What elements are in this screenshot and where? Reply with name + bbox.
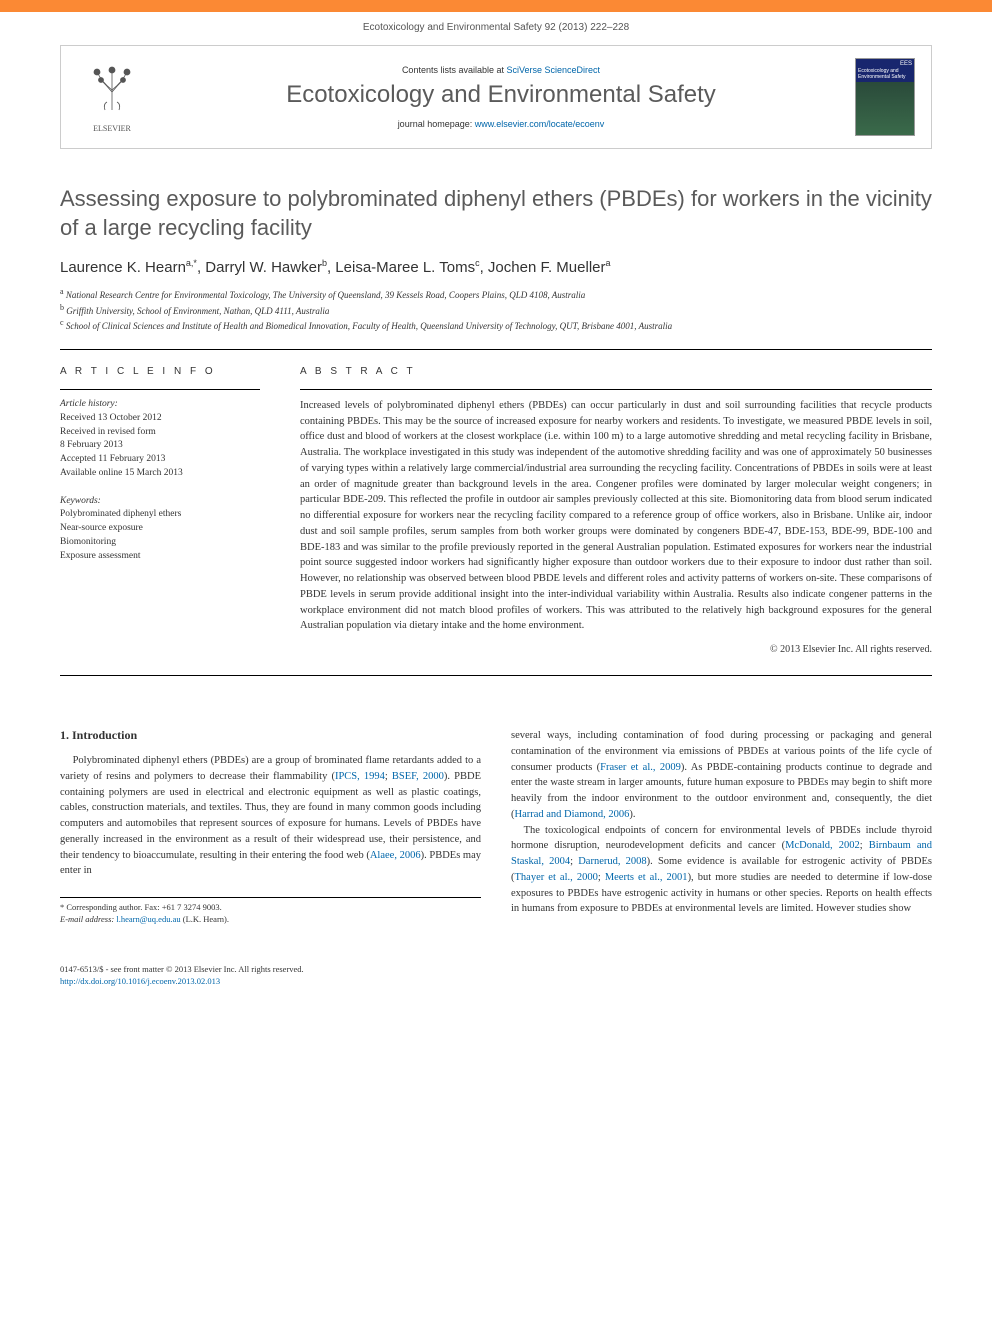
separator [60, 349, 932, 350]
copyright-line: © 2013 Elsevier Inc. All rights reserved… [300, 644, 932, 655]
section-title: Introduction [72, 728, 137, 742]
body-separator [60, 675, 932, 676]
intro-paragraph-right-1: several ways, including contamination of… [511, 728, 932, 823]
doi-block: 0147-6513/$ - see front matter © 2013 El… [0, 964, 992, 998]
contents-pre: Contents lists available at [402, 65, 507, 75]
intro-paragraph-left: Polybrominated diphenyl ethers (PBDEs) a… [60, 753, 481, 879]
scidirect-link[interactable]: SciVerse ScienceDirect [507, 65, 601, 75]
section-heading: 1. Introduction [60, 728, 481, 743]
affiliation-c: School of Clinical Sciences and Institut… [66, 321, 672, 331]
history-group: Article history: Received 13 October 201… [60, 398, 260, 481]
history-online: Available online 15 March 2013 [60, 467, 260, 481]
history-label: Article history: [60, 398, 260, 412]
affiliations: a National Research Centre for Environme… [60, 286, 932, 333]
intro-paragraph-right-2: The toxicological endpoints of concern f… [511, 823, 932, 918]
journal-header-box: ELSEVIER Contents lists available at Sci… [60, 45, 932, 149]
affiliation-b: Griffith University, School of Environme… [66, 306, 329, 316]
keyword-2: Near-source exposure [60, 522, 260, 536]
article-title: Assessing exposure to polybrominated dip… [60, 185, 932, 242]
contents-line: Contents lists available at SciVerse Sci… [147, 65, 855, 75]
abstract-heading: A B S T R A C T [300, 366, 932, 377]
abstract-text: Increased levels of polybrominated diphe… [300, 398, 932, 634]
cover-title: Ecotoxicology and Environmental Safety [858, 69, 912, 80]
abstract-separator [300, 389, 932, 390]
article-info-column: A R T I C L E I N F O Article history: R… [60, 366, 260, 655]
history-accepted: Accepted 11 February 2013 [60, 453, 260, 467]
keywords-label: Keywords: [60, 495, 260, 509]
keywords-group: Keywords: Polybrominated diphenyl ethers… [60, 495, 260, 564]
history-revised2: 8 February 2013 [60, 439, 260, 453]
affiliation-a: National Research Centre for Environment… [66, 290, 585, 300]
homepage-line: journal homepage: www.elsevier.com/locat… [147, 119, 855, 129]
email-label: E-mail address: [60, 914, 114, 924]
elsevier-logo: ELSEVIER [77, 60, 147, 135]
body-left-column: 1. Introduction Polybrominated diphenyl … [60, 728, 481, 926]
doi-link[interactable]: http://dx.doi.org/10.1016/j.ecoenv.2013.… [60, 976, 220, 986]
journal-name: Ecotoxicology and Environmental Safety [147, 81, 855, 109]
abstract-column: A B S T R A C T Increased levels of poly… [300, 366, 932, 655]
info-separator [60, 389, 260, 390]
email-name: (L.K. Hearn). [183, 914, 229, 924]
history-received: Received 13 October 2012 [60, 412, 260, 426]
journal-cover-thumb: EES Ecotoxicology and Environmental Safe… [855, 58, 915, 136]
journal-center: Contents lists available at SciVerse Sci… [147, 65, 855, 129]
keyword-1: Polybrominated diphenyl ethers [60, 508, 260, 522]
body-right-column: several ways, including contamination of… [511, 728, 932, 926]
elsevier-tree-icon [87, 62, 137, 122]
elsevier-label: ELSEVIER [93, 124, 131, 133]
corresponding-author: * Corresponding author. Fax: +61 7 3274 … [60, 902, 481, 914]
front-matter-line: 0147-6513/$ - see front matter © 2013 El… [60, 964, 932, 976]
keyword-3: Biomonitoring [60, 536, 260, 550]
top-accent-bar [0, 0, 992, 12]
keyword-4: Exposure assessment [60, 550, 260, 564]
email-link[interactable]: l.hearn@uq.edu.au [116, 914, 180, 924]
section-number: 1. [60, 728, 69, 742]
footnotes: * Corresponding author. Fax: +61 7 3274 … [60, 897, 481, 926]
homepage-pre: journal homepage: [398, 119, 475, 129]
history-revised1: Received in revised form [60, 426, 260, 440]
article-info-heading: A R T I C L E I N F O [60, 366, 260, 377]
authors-line: Laurence K. Hearna,*, Darryl W. Hawkerb,… [60, 258, 932, 276]
cover-ees-badge: EES [900, 61, 912, 67]
citation-line: Ecotoxicology and Environmental Safety 9… [0, 12, 992, 37]
homepage-link[interactable]: www.elsevier.com/locate/ecoenv [475, 119, 605, 129]
